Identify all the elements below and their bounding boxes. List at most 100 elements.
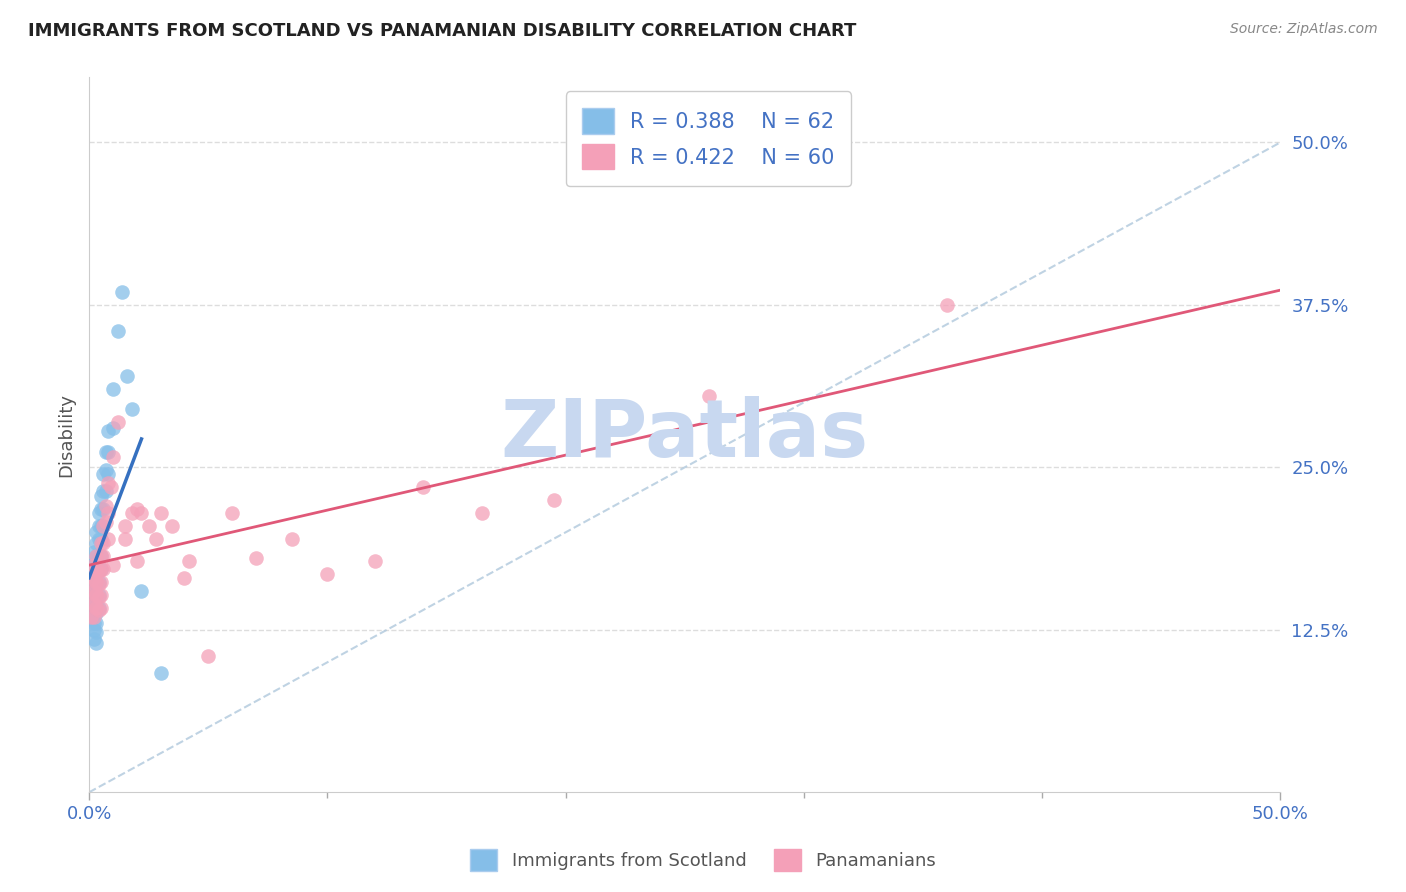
Point xyxy=(471,506,494,520)
Point xyxy=(90,588,112,602)
Point xyxy=(84,597,107,611)
Point xyxy=(90,489,112,503)
Point xyxy=(87,591,110,605)
Point xyxy=(80,583,103,598)
Point xyxy=(84,625,107,640)
Point xyxy=(80,571,103,585)
Point xyxy=(94,483,117,498)
Point xyxy=(94,463,117,477)
Point xyxy=(97,506,120,520)
Point xyxy=(84,525,107,540)
Point xyxy=(84,606,107,620)
Point xyxy=(101,421,124,435)
Point xyxy=(412,480,434,494)
Point xyxy=(87,506,110,520)
Point xyxy=(93,535,115,549)
Point xyxy=(90,562,112,576)
Point xyxy=(87,549,110,563)
Point xyxy=(87,600,110,615)
Text: ZIPatlas: ZIPatlas xyxy=(501,396,869,474)
Point xyxy=(84,562,107,576)
Point xyxy=(125,554,148,568)
Point xyxy=(80,571,103,585)
Point xyxy=(93,549,115,563)
Point xyxy=(80,583,103,598)
Point xyxy=(83,558,105,572)
Point xyxy=(101,558,124,572)
Point xyxy=(90,502,112,516)
Point xyxy=(90,600,112,615)
Point xyxy=(94,500,117,514)
Legend: R = 0.388    N = 62, R = 0.422    N = 60: R = 0.388 N = 62, R = 0.422 N = 60 xyxy=(565,92,852,186)
Point xyxy=(280,532,302,546)
Point xyxy=(93,519,115,533)
Point xyxy=(111,285,134,299)
Point xyxy=(84,535,107,549)
Point xyxy=(84,588,107,602)
Point xyxy=(107,415,129,429)
Point xyxy=(114,532,136,546)
Point xyxy=(83,632,105,646)
Point xyxy=(93,467,115,481)
Point xyxy=(93,502,115,516)
Point xyxy=(101,450,124,464)
Point xyxy=(83,610,105,624)
Point xyxy=(83,558,105,572)
Point xyxy=(221,506,243,520)
Point xyxy=(83,623,105,637)
Point xyxy=(121,506,143,520)
Point xyxy=(100,480,122,494)
Point xyxy=(87,562,110,576)
Point xyxy=(83,571,105,585)
Point xyxy=(80,593,103,607)
Point xyxy=(83,583,105,598)
Point xyxy=(80,583,103,598)
Point xyxy=(364,554,387,568)
Point xyxy=(131,583,153,598)
Point xyxy=(87,519,110,533)
Point xyxy=(101,383,124,397)
Point xyxy=(80,612,103,626)
Point xyxy=(179,554,201,568)
Point xyxy=(316,566,339,581)
Point xyxy=(80,610,103,624)
Point xyxy=(84,616,107,631)
Point xyxy=(90,549,112,563)
Point xyxy=(935,298,957,312)
Point xyxy=(97,532,120,546)
Point xyxy=(149,665,172,680)
Point xyxy=(83,606,105,620)
Point xyxy=(87,532,110,546)
Point xyxy=(97,424,120,438)
Point xyxy=(90,574,112,589)
Point xyxy=(84,574,107,589)
Point xyxy=(82,583,104,598)
Point xyxy=(87,588,110,602)
Point xyxy=(84,549,107,563)
Legend: Immigrants from Scotland, Panamanians: Immigrants from Scotland, Panamanians xyxy=(463,842,943,879)
Point xyxy=(197,648,219,663)
Point xyxy=(84,562,107,576)
Point xyxy=(173,571,195,585)
Point xyxy=(93,483,115,498)
Point xyxy=(80,597,103,611)
Point xyxy=(162,519,184,533)
Y-axis label: Disability: Disability xyxy=(58,392,75,477)
Point xyxy=(83,597,105,611)
Point xyxy=(97,467,120,481)
Point xyxy=(90,535,112,549)
Point xyxy=(97,475,120,490)
Point xyxy=(83,583,105,598)
Point xyxy=(83,545,105,559)
Point xyxy=(107,324,129,338)
Point xyxy=(84,588,107,602)
Point xyxy=(131,506,153,520)
Text: Source: ZipAtlas.com: Source: ZipAtlas.com xyxy=(1230,22,1378,37)
Point xyxy=(84,574,107,589)
Point xyxy=(94,515,117,529)
Point xyxy=(697,389,720,403)
Point xyxy=(125,502,148,516)
Point xyxy=(97,444,120,458)
Point xyxy=(87,577,110,591)
Point xyxy=(138,519,160,533)
